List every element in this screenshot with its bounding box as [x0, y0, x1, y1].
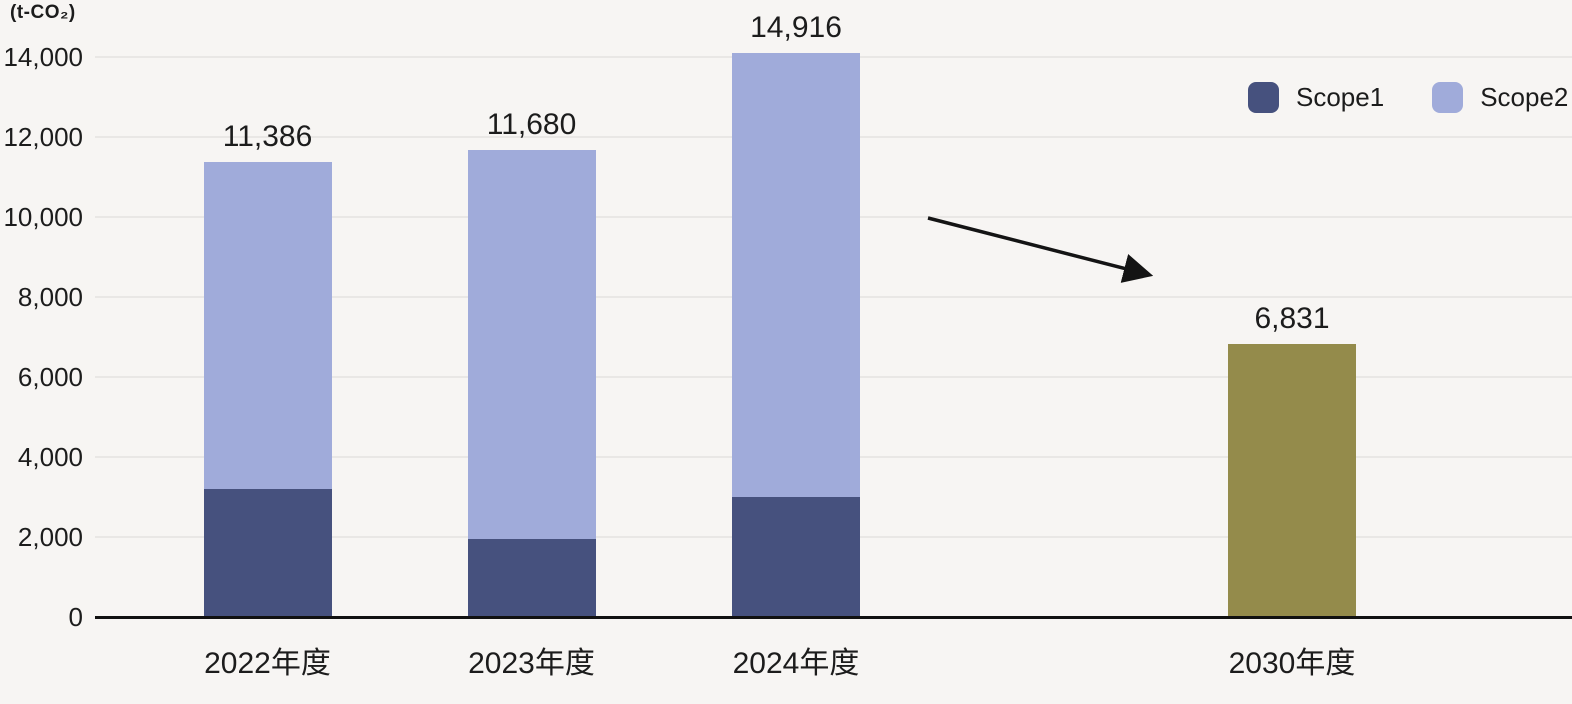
bar-value-label: 11,680 — [486, 107, 577, 141]
x-axis-label: 2024年度 — [732, 647, 860, 680]
reduction-arrow-icon — [927, 216, 1154, 283]
bar-scope2-2022年度 — [203, 161, 332, 489]
y-axis-tick-label: 0 — [68, 602, 83, 632]
bar-target-2030年度 — [1228, 343, 1356, 617]
y-axis-tick-label: 6,000 — [17, 362, 83, 392]
x-axis-label: 2030年度 — [1228, 647, 1356, 680]
bar-scope1-2022年度 — [203, 489, 332, 617]
legend: Scope1 Scope2 — [1248, 82, 1568, 113]
y-axis-unit-label: (t-CO₂) — [10, 2, 76, 23]
y-axis-tick-label: 12,000 — [3, 122, 83, 152]
x-axis-label: 2023年度 — [468, 647, 595, 680]
y-axis-tick-label: 10,000 — [3, 202, 83, 232]
legend-label-scope1: Scope1 — [1296, 82, 1385, 112]
legend-item-scope2: Scope2 — [1432, 82, 1568, 113]
y-axis-tick-label: 8,000 — [17, 282, 83, 312]
scope2-swatch-icon — [1432, 82, 1464, 113]
x-axis-label: 2022年度 — [204, 647, 331, 680]
bar-scope2-2024年度 — [732, 53, 860, 497]
x-axis-line — [95, 616, 1572, 619]
y-axis-tick-label: 14,000 — [3, 42, 83, 72]
bar-scope2-2023年度 — [467, 149, 596, 539]
bar-scope1-2023年度 — [467, 539, 596, 617]
bar-value-label: 6,831 — [1254, 301, 1330, 335]
bar-scope1-2024年度 — [732, 497, 860, 617]
y-axis-tick-label: 2,000 — [17, 522, 83, 552]
bar-value-label: 14,916 — [750, 11, 842, 44]
y-axis-tick-label: 4,000 — [17, 442, 83, 472]
legend-label-scope2: Scope2 — [1480, 82, 1569, 112]
bar-value-label: 11,386 — [222, 119, 313, 153]
scope1-swatch-icon — [1248, 82, 1279, 113]
legend-item-scope1: Scope1 — [1248, 82, 1384, 113]
